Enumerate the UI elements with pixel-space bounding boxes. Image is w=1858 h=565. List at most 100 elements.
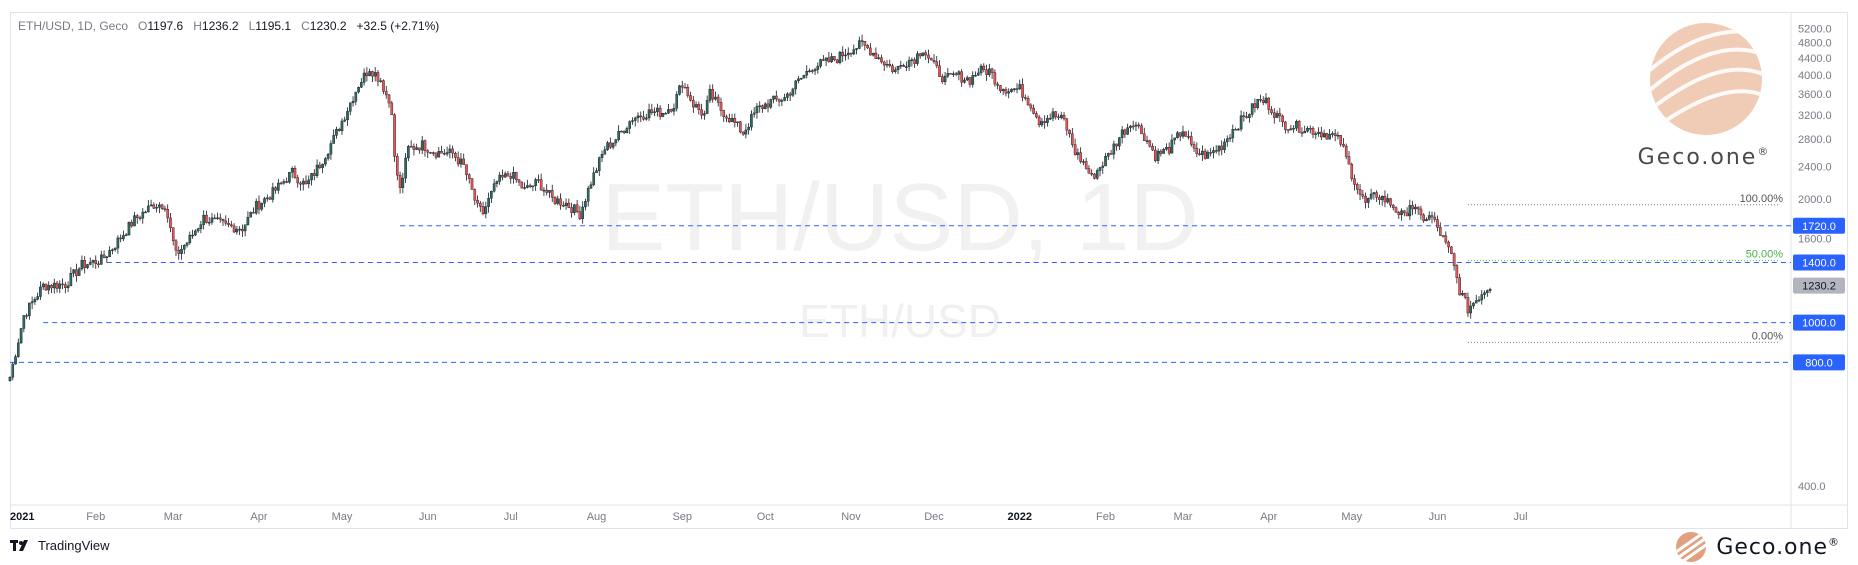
candle-down: [716, 96, 720, 103]
candle-down: [528, 185, 532, 188]
candle-up: [855, 48, 858, 50]
candle-up: [420, 140, 424, 151]
candle-down: [423, 140, 427, 151]
candle-up: [653, 111, 656, 113]
candle-down: [1403, 210, 1406, 214]
candle-up: [708, 89, 712, 101]
candle-up: [976, 72, 980, 76]
candle-up: [1248, 114, 1251, 118]
candle-down: [869, 47, 872, 56]
time-axis[interactable]: 2021 Feb Mar Apr May Jun Jul Aug Sep Oct Nov Dec 202…: [10, 511, 1528, 523]
candle-up: [80, 260, 84, 270]
candle-up: [459, 158, 463, 165]
candle-up: [907, 60, 911, 67]
candle-down: [835, 59, 839, 63]
candle-down: [882, 61, 886, 66]
candle-down: [658, 107, 662, 117]
candle-down: [75, 269, 78, 276]
candle-down: [169, 217, 172, 228]
candle-up: [315, 164, 319, 176]
candle-down: [650, 109, 654, 113]
candle-down: [1378, 197, 1381, 200]
candle-down: [841, 51, 845, 57]
candle-up: [1380, 195, 1384, 200]
candle-up: [401, 177, 405, 188]
candle-down: [562, 204, 565, 207]
candle-up: [360, 82, 363, 88]
candle-down: [163, 208, 167, 210]
candle-down: [722, 110, 726, 118]
candle-up: [573, 204, 576, 213]
candle-down: [990, 68, 994, 73]
candle-up: [210, 217, 214, 223]
x-tick-label: Feb: [86, 511, 105, 523]
candle-down: [520, 181, 524, 189]
candle-up: [19, 328, 23, 344]
candle-down: [517, 179, 521, 183]
candle-down: [1084, 161, 1088, 169]
candle-up: [141, 211, 145, 219]
candle-up: [542, 189, 546, 192]
price-axis[interactable]: 5200.0 4800.0 4400.0 4000.0 3600.0 3200.0 2800…: [1798, 23, 1832, 493]
candle-up: [1120, 129, 1124, 138]
geco-large-wordmark: Geco.one®: [1638, 145, 1771, 170]
candle-down: [609, 142, 612, 148]
geco-footer-wordmark: Geco.one®: [1716, 534, 1840, 560]
y-tick-label: 3600.0: [1798, 89, 1832, 101]
candle-down: [1383, 195, 1387, 203]
last-price-badge: 1230.2: [1802, 281, 1836, 293]
candle-down: [25, 315, 28, 317]
candle-down: [1026, 98, 1030, 106]
candle-down: [1245, 116, 1248, 118]
candle-up: [58, 283, 62, 289]
tradingview-brand[interactable]: TradingView: [10, 538, 110, 553]
candles: [8, 34, 1492, 382]
candle-down: [1115, 143, 1118, 147]
candle-up: [786, 93, 789, 98]
candle-down: [960, 71, 963, 83]
candle-up: [921, 52, 925, 57]
candle-up: [1461, 293, 1464, 296]
geco-logo-large: Geco.one®: [1638, 23, 1771, 170]
candle-down: [506, 173, 510, 177]
candle-up: [127, 222, 131, 236]
candle-up: [185, 242, 189, 246]
candle-up: [678, 85, 681, 95]
candle-down: [545, 189, 549, 193]
candle-down: [683, 86, 687, 89]
candle-up: [1488, 289, 1492, 291]
candle-down: [1234, 129, 1237, 131]
candle-up: [196, 228, 200, 232]
candle-down: [396, 156, 399, 176]
candle-up: [703, 113, 706, 116]
candle-down: [221, 219, 225, 222]
candle-up: [819, 59, 822, 67]
candle-down: [1054, 111, 1058, 118]
candle-up: [603, 149, 607, 155]
candle-up: [354, 91, 358, 102]
candle-up: [498, 174, 501, 182]
candle-down: [296, 177, 300, 184]
candle-up: [1173, 137, 1176, 141]
candle-up: [1256, 99, 1259, 108]
candle-up: [744, 129, 748, 135]
candle-down: [166, 209, 169, 219]
candle-down: [1087, 168, 1091, 174]
candle-up: [144, 211, 147, 214]
candle-up: [946, 73, 950, 77]
candle-down: [941, 76, 944, 83]
candle-down: [382, 80, 385, 92]
candle-down: [639, 115, 643, 118]
candle-up: [852, 49, 856, 55]
candle-down: [1419, 208, 1423, 216]
candle-down: [313, 173, 316, 176]
candle-up: [644, 117, 648, 120]
candle-up: [407, 146, 410, 159]
candle-down: [686, 86, 690, 96]
candle-down: [337, 129, 341, 131]
x-tick-label: 2021: [10, 511, 34, 523]
candle-up: [194, 230, 197, 236]
candle-up: [182, 245, 186, 250]
candle-down: [849, 52, 853, 55]
